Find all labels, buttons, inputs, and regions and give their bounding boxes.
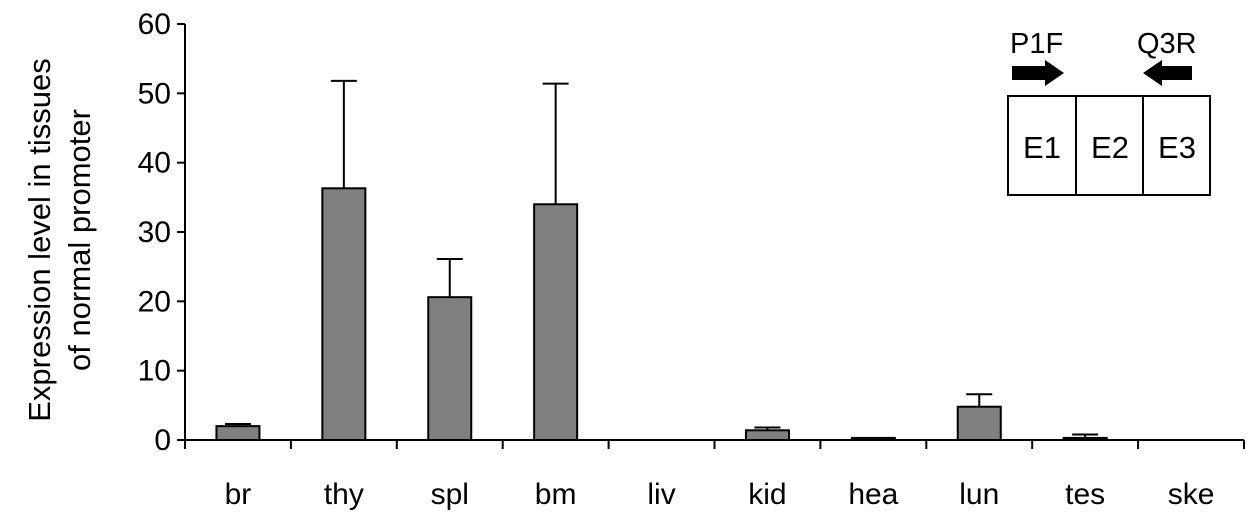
bar-hea	[850, 436, 896, 442]
x-tick-label: kid	[748, 478, 786, 511]
exon-label-1: E1	[1023, 130, 1061, 165]
y-axis-label-line-1: Expression level in tissues	[22, 58, 57, 422]
axes: 0 10 20 30 40 50 60 br thy spl bm liv kid hea lun tes sk…	[138, 8, 1245, 511]
y-axis-label-line-2: of normal promoter	[62, 109, 97, 371]
inset-diagram: P1F Q3R E1 E2 E3	[1007, 28, 1211, 196]
bar-spl	[427, 296, 473, 441]
bar-kid	[744, 429, 790, 442]
y-tick-label: 30	[138, 216, 171, 249]
y-tick-label: 60	[138, 8, 171, 41]
primer-reverse-label: Q3R	[1137, 28, 1197, 60]
y-tick-label: 10	[138, 355, 171, 388]
y-tick-label: 40	[138, 147, 171, 180]
forward-arrow-icon	[1012, 60, 1064, 86]
exon-label-3: E3	[1158, 130, 1196, 165]
x-tick-label: spl	[431, 478, 469, 511]
x-tick-label: hea	[848, 478, 898, 511]
bars	[215, 187, 1108, 442]
x-tick-label: bm	[535, 478, 577, 511]
y-tick-label: 0	[154, 424, 171, 457]
y-tick-label: 50	[138, 77, 171, 110]
exon-label-2: E2	[1091, 130, 1129, 165]
bar-lun	[956, 405, 1002, 441]
bar-br	[215, 425, 261, 441]
x-tick-label: liv	[647, 478, 675, 511]
x-tick-label: tes	[1065, 478, 1105, 511]
exon-box-1	[1007, 95, 1077, 196]
exon-box-2	[1075, 95, 1144, 196]
exon-box-3	[1142, 95, 1211, 196]
x-tick-label: ske	[1168, 478, 1215, 511]
reverse-arrow-icon	[1143, 60, 1192, 86]
x-tick-label: lun	[959, 478, 999, 511]
bar-tes	[1062, 436, 1108, 442]
x-tick-label: thy	[324, 478, 364, 511]
bar-bm	[533, 203, 579, 441]
x-tick-label: br	[225, 478, 252, 511]
error-bars	[224, 79, 1099, 438]
bar-thy	[321, 187, 367, 441]
primer-forward-label: P1F	[1010, 28, 1063, 60]
y-axis-label: Expression level in tissues of normal pr…	[22, 58, 97, 422]
y-tick-label: 20	[138, 285, 171, 318]
